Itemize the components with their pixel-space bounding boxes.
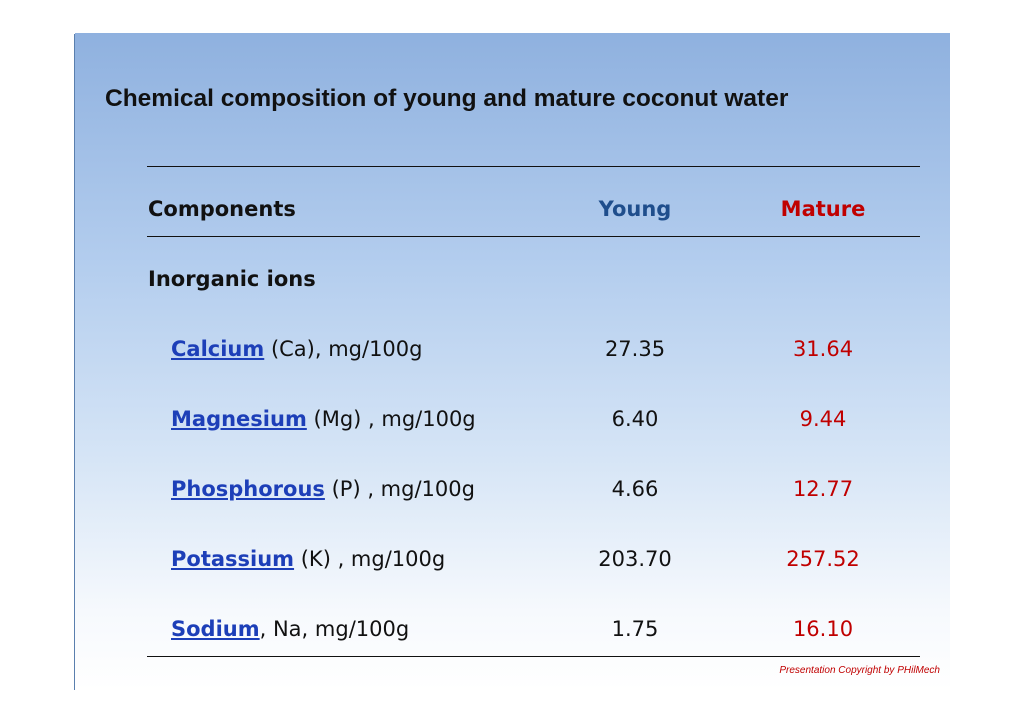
component-cell: Magnesium (Mg) , mg/100g (171, 407, 476, 431)
component-cell: Phosphorous (P) , mg/100g (171, 477, 475, 501)
slide: Chemical composition of young and mature… (75, 33, 950, 690)
header-mature: Mature (780, 197, 866, 221)
table-row: Calcium (Ca), mg/100g 27.35 31.64 (75, 337, 950, 367)
mature-value: 12.77 (792, 477, 854, 501)
header-young: Young (598, 197, 672, 221)
component-unit: , Na, mg/100g (259, 617, 410, 641)
mature-value: 16.10 (792, 617, 854, 641)
component-unit: (P) , mg/100g (324, 477, 475, 501)
mature-value: 257.52 (786, 547, 860, 571)
table-row: Sodium, Na, mg/100g 1.75 16.10 (75, 617, 950, 647)
table-top-rule (147, 166, 920, 167)
component-unit: (K) , mg/100g (294, 547, 446, 571)
potassium-link[interactable]: Potassium (171, 547, 295, 571)
table-bottom-rule (147, 656, 920, 657)
young-value: 6.40 (611, 407, 659, 431)
component-unit: (Mg) , mg/100g (306, 407, 476, 431)
table-row: Magnesium (Mg) , mg/100g 6.40 9.44 (75, 407, 950, 437)
young-value: 1.75 (611, 617, 659, 641)
group-label-inorganic-ions: Inorganic ions (148, 267, 316, 291)
young-value: 4.66 (611, 477, 659, 501)
calcium-link[interactable]: Calcium (171, 337, 265, 361)
mature-value: 31.64 (792, 337, 854, 361)
table-group-row: Inorganic ions (75, 267, 950, 297)
magnesium-link[interactable]: Magnesium (171, 407, 307, 431)
copyright-notice: Presentation Copyright by PHilMech (779, 665, 940, 676)
table-header-rule (147, 236, 920, 237)
component-cell: Calcium (Ca), mg/100g (171, 337, 422, 361)
young-value: 203.70 (598, 547, 672, 571)
mature-value: 9.44 (799, 407, 847, 431)
header-components: Components (148, 197, 296, 221)
table-row: Phosphorous (P) , mg/100g 4.66 12.77 (75, 477, 950, 507)
slide-title: Chemical composition of young and mature… (105, 85, 789, 112)
young-value: 27.35 (604, 337, 666, 361)
table-header-row: Components Young Mature (75, 197, 950, 227)
component-cell: Sodium, Na, mg/100g (171, 617, 409, 641)
table-row: Potassium (K) , mg/100g 203.70 257.52 (75, 547, 950, 577)
slide-left-border (74, 34, 75, 690)
component-unit: (Ca), mg/100g (264, 337, 423, 361)
sodium-link[interactable]: Sodium (171, 617, 260, 641)
component-cell: Potassium (K) , mg/100g (171, 547, 445, 571)
phosphorous-link[interactable]: Phosphorous (171, 477, 325, 501)
